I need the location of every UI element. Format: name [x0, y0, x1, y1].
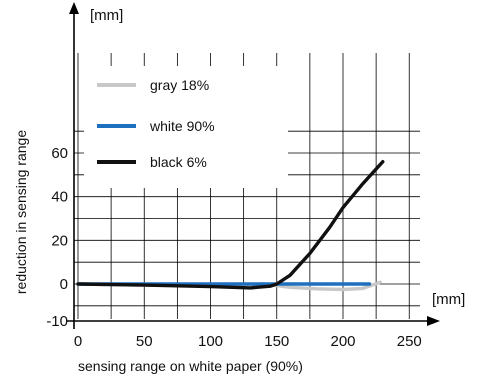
y-tick-label: 40	[51, 189, 68, 206]
y-axis-unit: [mm]	[90, 7, 123, 24]
tick-labels: 0 50 100 150 200 250 -10 0 20 40 60	[46, 145, 421, 350]
y-axis-arrow-icon	[69, 2, 79, 14]
y-tick-label: -10	[46, 313, 68, 330]
x-tick-label: 100	[198, 333, 223, 350]
x-axis-unit: [mm]	[432, 291, 465, 308]
x-axis-title: sensing range on white paper (90%)	[78, 358, 303, 374]
x-tick-label: 150	[264, 333, 289, 350]
y-tick-label: 0	[60, 276, 68, 293]
x-tick-label: 200	[330, 333, 355, 350]
legend-label-black: black 6%	[150, 154, 207, 170]
axes	[66, 2, 440, 329]
y-tick-label: 20	[51, 232, 68, 249]
legend-label-white: white 90%	[149, 118, 215, 134]
x-tick-label: 250	[397, 333, 422, 350]
legend: gray 18% white 90% black 6%	[97, 77, 215, 170]
y-axis-title: reduction in sensing range	[13, 130, 29, 294]
x-axis-arrow-icon	[427, 316, 440, 326]
x-tick-label: 50	[136, 333, 153, 350]
y-tick-label: 60	[51, 145, 68, 162]
series-line-black	[76, 159, 385, 290]
x-tick-label: 0	[74, 333, 82, 350]
legend-label-gray: gray 18%	[150, 77, 209, 93]
series-lines	[76, 159, 385, 292]
